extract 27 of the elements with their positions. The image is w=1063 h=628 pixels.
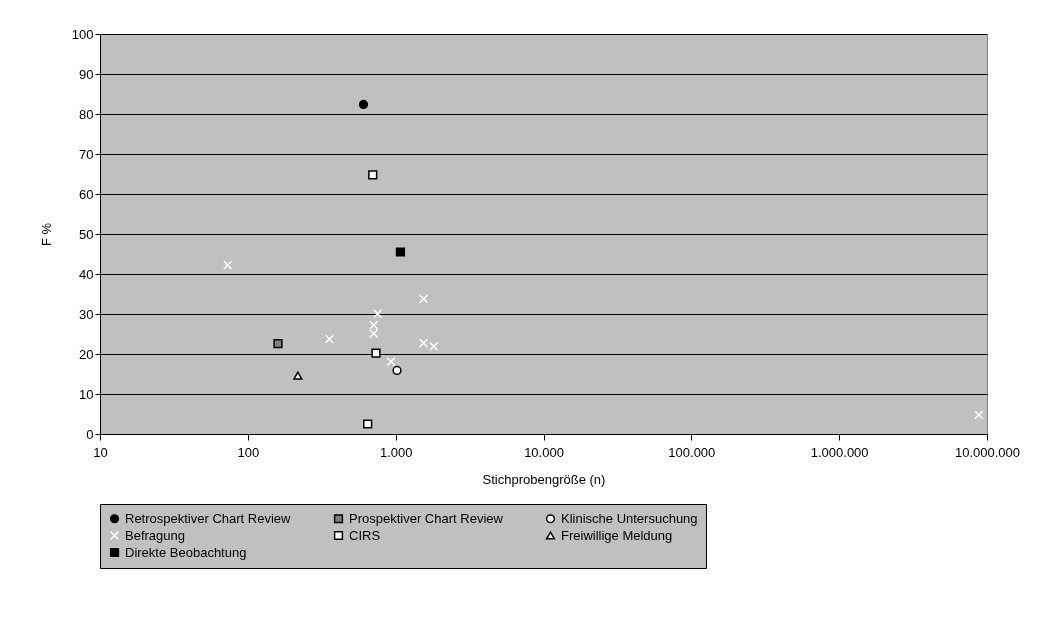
y-axis-title: F % — [38, 222, 54, 247]
x-tick-label: 10.000.000 — [954, 444, 1021, 460]
x-tick-label: 1.000.000 — [810, 444, 869, 460]
x-tick-label: 10.000 — [524, 444, 564, 460]
legend-label: Klinische Untersuchung — [561, 510, 698, 526]
x-tick-label: 1.000 — [379, 444, 413, 460]
y-tick-label: 0 — [86, 426, 94, 442]
legend-label: Retrospektiver Chart Review — [125, 510, 292, 526]
x-tick-label: 100.000 — [668, 444, 716, 460]
y-tick-label: 10 — [79, 386, 94, 402]
legend-label: Befragung — [125, 527, 185, 543]
legend-label: CIRS — [349, 527, 381, 543]
legend-label: Freiwillige Meldung — [561, 527, 673, 543]
x-axis-title: Stichprobengröße (n) — [482, 471, 606, 487]
y-tick-label: 70 — [79, 146, 94, 162]
y-tick-label: 60 — [79, 186, 94, 202]
y-tick-label: 30 — [79, 306, 94, 322]
y-tick-label: 100 — [71, 26, 94, 42]
y-tick-label: 20 — [79, 346, 94, 362]
y-tick-label: 80 — [79, 106, 94, 122]
y-tick-label: 90 — [79, 66, 94, 82]
legend-label: Direkte Beobachtung — [125, 544, 247, 560]
y-tick-label: 50 — [79, 226, 94, 242]
x-tick-label: 10 — [93, 444, 108, 460]
x-tick-label: 100 — [237, 444, 260, 460]
legend-label: Prospektiver Chart Review — [349, 510, 504, 526]
y-tick-label: 40 — [79, 266, 94, 282]
